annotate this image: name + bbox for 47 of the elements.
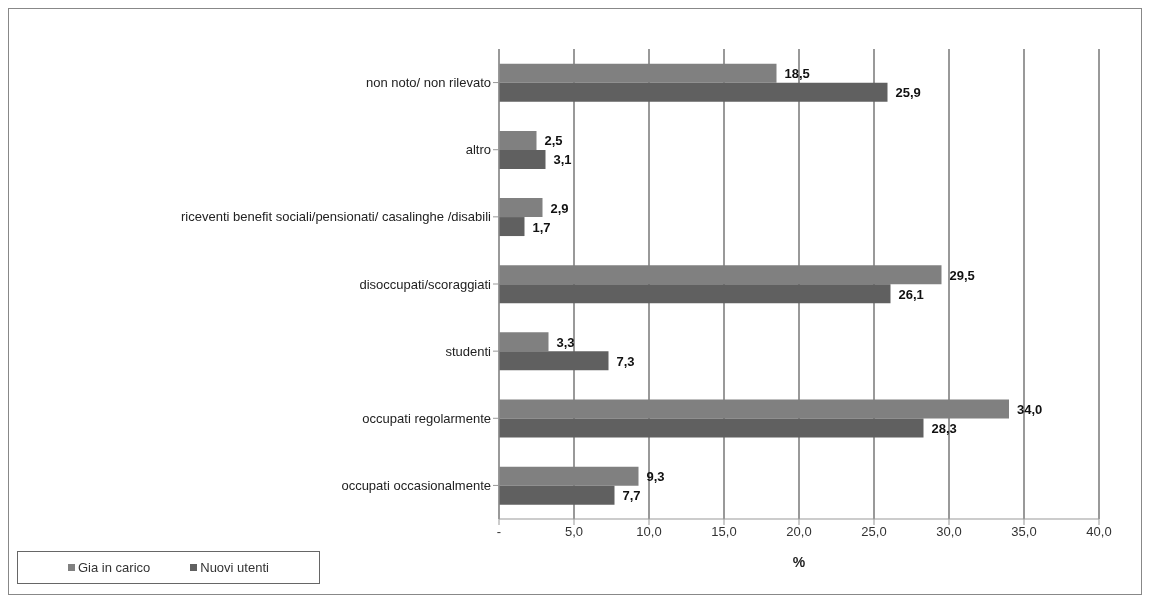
data-label: 26,1 bbox=[898, 286, 924, 302]
x-axis-title: % bbox=[792, 554, 806, 570]
bar bbox=[499, 63, 777, 83]
data-label: 3,1 bbox=[553, 152, 572, 168]
x-tick-label: 15,0 bbox=[711, 524, 737, 540]
data-label: 7,7 bbox=[622, 488, 641, 504]
y-tick-label: altro bbox=[465, 142, 491, 158]
y-tick-label: occupati occasionalmente bbox=[341, 478, 491, 494]
data-label: 3,3 bbox=[556, 334, 575, 350]
x-tick-label: 35,0 bbox=[1011, 524, 1037, 540]
bar bbox=[499, 399, 1009, 419]
x-tick-label: 10,0 bbox=[636, 524, 662, 540]
data-label: 2,9 bbox=[550, 200, 569, 216]
bar bbox=[499, 130, 537, 150]
x-tick-label: 20,0 bbox=[786, 524, 812, 540]
y-tick-label: non noto/ non rilevato bbox=[365, 75, 491, 91]
y-tick-label: occupati regolarmente bbox=[362, 410, 491, 426]
data-label: 29,5 bbox=[949, 267, 975, 283]
data-label: 34,0 bbox=[1017, 401, 1043, 417]
bar bbox=[499, 418, 924, 438]
bar bbox=[499, 149, 546, 169]
data-label: 2,5 bbox=[544, 133, 563, 149]
x-tick-label: 30,0 bbox=[936, 524, 962, 540]
bar bbox=[499, 265, 942, 285]
bar bbox=[499, 217, 525, 237]
bar bbox=[499, 485, 615, 505]
data-label: 25,9 bbox=[895, 85, 921, 101]
x-tick-label: 5,0 bbox=[564, 524, 584, 540]
data-label: 1,7 bbox=[532, 219, 551, 235]
y-tick-label: studenti bbox=[445, 343, 492, 359]
legend-label: Gia in carico bbox=[77, 560, 151, 575]
legend-label: Nuovi utenti bbox=[199, 560, 269, 575]
data-label: 18,5 bbox=[784, 66, 810, 82]
bar bbox=[499, 284, 891, 304]
x-tick-label: - bbox=[496, 524, 502, 540]
bar bbox=[499, 82, 888, 102]
bar bbox=[499, 466, 639, 486]
y-tick-label: disoccupati/scoraggiati bbox=[359, 276, 492, 292]
data-label: 28,3 bbox=[931, 420, 957, 436]
x-tick-label: 40,0 bbox=[1086, 524, 1112, 540]
data-label: 9,3 bbox=[646, 469, 665, 485]
y-tick-label: riceventi benefit sociali/pensionati/ casalinghe /disabili bbox=[180, 209, 492, 225]
bar bbox=[499, 351, 609, 371]
bar bbox=[499, 198, 543, 218]
x-tick-label: 25,0 bbox=[861, 524, 887, 540]
bar bbox=[499, 332, 549, 352]
data-label: 7,3 bbox=[616, 353, 635, 369]
